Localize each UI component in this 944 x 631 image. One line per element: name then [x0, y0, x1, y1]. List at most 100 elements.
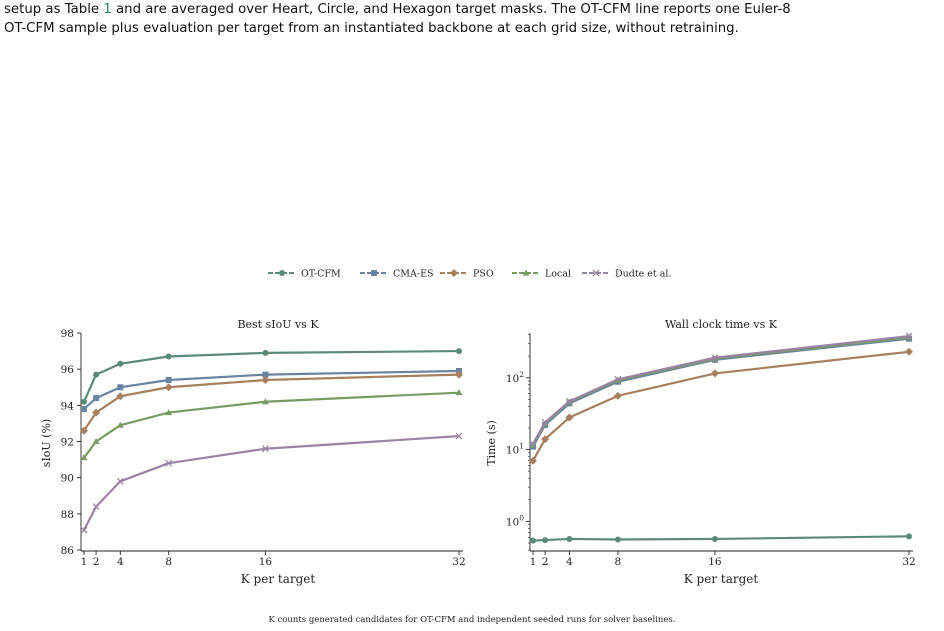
x-tick-label: 16: [259, 556, 273, 568]
data-point: [116, 392, 125, 401]
x-tick-label: 32: [452, 556, 465, 568]
data-point-shape: [164, 383, 173, 392]
data-point-shape: [80, 426, 88, 435]
data-point: [93, 395, 100, 402]
data-point: [262, 349, 269, 356]
y-axis-label: Time (s): [485, 420, 498, 466]
data-point-shape: [906, 533, 912, 540]
y-tick-label: 90: [61, 473, 74, 485]
data-point-shape: [81, 398, 87, 405]
data-point: [565, 413, 574, 422]
data-point-shape: [262, 349, 269, 356]
data-point-shape: [92, 503, 100, 511]
data-point-shape: [116, 421, 124, 428]
data-point-shape: [262, 371, 269, 378]
data-point: [164, 383, 173, 392]
x-axis-label: K per target: [684, 572, 759, 586]
data-point-shape: [565, 413, 574, 422]
data-point-shape: [710, 369, 719, 378]
series-line: [82, 391, 461, 459]
series-line: [531, 335, 911, 446]
data-point-shape: [566, 535, 573, 542]
data-point: [80, 454, 88, 461]
legend-marker-shape: [371, 270, 377, 276]
data-point-shape: [613, 391, 622, 400]
series-line: [82, 434, 461, 532]
data-point: [905, 347, 913, 356]
series-ot-cfm: [81, 348, 462, 405]
data-point: [529, 440, 537, 448]
data-point-shape: [455, 389, 463, 396]
data-point-shape: [81, 405, 87, 412]
data-point: [565, 397, 573, 405]
data-point-shape: [80, 526, 88, 534]
data-point: [614, 375, 622, 383]
y-tick-label: 98: [61, 328, 74, 340]
data-point-shape: [117, 384, 124, 391]
data-point-shape: [93, 395, 100, 402]
data-point-shape: [541, 435, 550, 444]
data-point: [613, 391, 622, 400]
data-point-shape: [261, 376, 270, 385]
data-point: [541, 418, 549, 426]
legend-entry: OT-CFM: [268, 269, 341, 280]
series-cma-es: [81, 367, 462, 412]
data-point-shape: [711, 535, 718, 542]
y-tick-exponent: 1: [519, 442, 524, 451]
chart-title: Wall clock time vs K: [665, 318, 778, 331]
data-point-shape: [614, 536, 621, 543]
legend-marker: [279, 270, 285, 276]
legend-marker-shape: [522, 269, 530, 276]
series-line: [531, 535, 911, 542]
data-point-shape: [529, 440, 537, 448]
data-point-shape: [165, 377, 172, 384]
data-point-shape: [116, 477, 124, 485]
data-point-shape: [455, 370, 463, 379]
data-point-shape: [80, 454, 88, 461]
legend: OT-CFM CMA-ES PSO Local Dudte et al.: [268, 269, 671, 280]
series-local: [80, 389, 463, 461]
data-point: [116, 477, 124, 485]
data-point-shape: [165, 353, 172, 360]
data-point: [566, 535, 573, 542]
data-point: [165, 409, 173, 416]
data-point-shape: [261, 398, 269, 405]
series-pso: [80, 370, 463, 435]
y-tick-label: 94: [61, 400, 75, 412]
data-point: [455, 432, 463, 440]
data-point: [261, 445, 269, 453]
data-point-shape: [455, 432, 463, 440]
data-point: [262, 371, 269, 378]
x-tick-label: 1: [81, 556, 88, 568]
series-dudte-et-al-: [529, 332, 913, 448]
series-pso: [529, 347, 913, 465]
data-point-shape: [92, 438, 100, 444]
x-tick-label: 4: [566, 556, 573, 568]
y-tick-label: 102: [506, 370, 524, 385]
legend-marker: [592, 269, 600, 277]
data-point-shape: [92, 408, 101, 417]
series-local: [529, 333, 913, 448]
data-point: [711, 535, 718, 542]
data-point: [116, 421, 124, 428]
y-tick-exponent: 2: [519, 370, 524, 379]
data-point: [711, 354, 719, 362]
caption-text: setup as Table: [4, 2, 104, 17]
data-point: [81, 405, 87, 412]
y-tick-label: 86: [61, 545, 75, 557]
legend-label: PSO: [473, 269, 494, 280]
legend-label: OT-CFM: [301, 269, 341, 280]
legend-entry: PSO: [440, 269, 494, 280]
legend-marker: [371, 270, 377, 276]
data-point: [541, 435, 550, 444]
y-tick-label: 100: [506, 513, 524, 528]
data-point: [905, 332, 913, 340]
table-reference-link[interactable]: 1: [103, 2, 112, 17]
x-tick-label: 2: [542, 556, 549, 568]
data-point: [529, 456, 537, 465]
legend-entry: CMA-ES: [360, 269, 434, 280]
data-point: [530, 537, 536, 544]
figure-footnote: K counts generated candidates for OT-CFM…: [269, 615, 676, 625]
